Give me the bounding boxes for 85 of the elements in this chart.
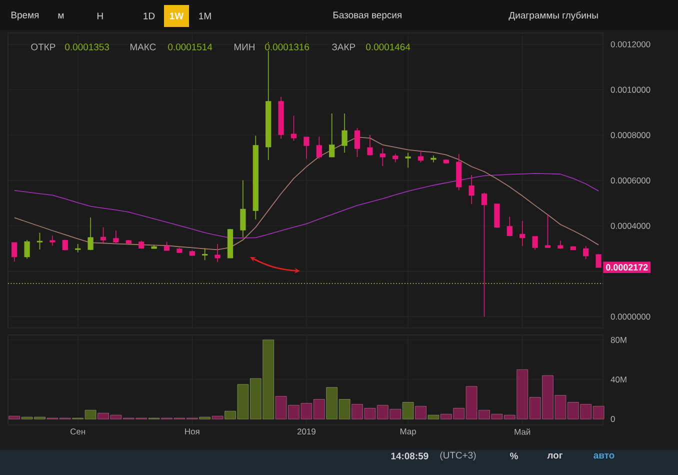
- text: 0.0002172: [606, 264, 648, 271]
- candlestick: [62, 239, 68, 251]
- annotation: МИН: [234, 44, 254, 50]
- candlestick: [252, 135, 258, 220]
- bar: [415, 406, 426, 420]
- text: 1D: [144, 12, 155, 20]
- y-tick-label: 0.0004000: [610, 222, 650, 229]
- candlestick: [583, 246, 589, 260]
- y-tick-label: 0.0010000: [610, 86, 650, 93]
- y-tick-label: 0.0006000: [610, 177, 650, 184]
- text: Время: [11, 12, 39, 20]
- candlestick: [430, 155, 436, 163]
- candlestick: [405, 152, 411, 168]
- bar: [402, 402, 414, 420]
- candlestick: [12, 242, 18, 262]
- candlestick: [138, 240, 144, 250]
- candlestick: [544, 214, 551, 248]
- x-tick-label: Сен: [70, 428, 86, 434]
- candlestick: [506, 216, 512, 237]
- text: м: [58, 13, 64, 18]
- candlestick: [151, 244, 157, 249]
- candlestick: [481, 192, 488, 318]
- text: Диаграммы глубины: [508, 12, 598, 20]
- annotation: 0.0001514: [168, 44, 212, 50]
- candlestick: [227, 228, 234, 258]
- annotation: ЗАКР: [332, 44, 356, 50]
- bar: [8, 416, 20, 420]
- y-tick-label: 0.0000000: [610, 314, 650, 320]
- text: 1M: [199, 12, 211, 20]
- text: %: [510, 452, 518, 460]
- y-tick-label: 40M: [610, 376, 626, 382]
- text: Базовая версия: [333, 12, 402, 20]
- candlestick: [189, 250, 195, 256]
- candlestick: [290, 115, 297, 142]
- text: 1W: [170, 12, 184, 20]
- candlestick: [214, 244, 220, 263]
- candlestick: [50, 235, 56, 246]
- text: лог: [547, 453, 563, 459]
- candlestick: [113, 230, 119, 244]
- annotation: ОТКР: [31, 44, 56, 50]
- annotation: МАКС: [130, 44, 156, 50]
- candlestick: [367, 134, 373, 156]
- x-tick-label: 2019: [297, 428, 316, 434]
- candlestick: [100, 226, 106, 244]
- y-tick-label: 80M: [610, 336, 626, 343]
- candlestick: [532, 236, 538, 250]
- candlestick: [316, 136, 322, 160]
- candlestick: [380, 148, 386, 166]
- text: Н: [97, 12, 103, 20]
- annotation: 0.0001353: [65, 44, 110, 50]
- x-tick-label: Май: [514, 428, 530, 435]
- candlestick: [176, 248, 182, 254]
- candlestick: [278, 96, 284, 140]
- x-tick-label: Ноя: [185, 428, 200, 434]
- annotation: 0.0001464: [366, 44, 410, 50]
- candlestick: [558, 240, 564, 250]
- y-tick-label: 0.0008000: [610, 132, 650, 138]
- y-tick-label: 0.0012000: [610, 41, 650, 48]
- bar: [212, 416, 224, 420]
- candlestick: [494, 203, 500, 228]
- candlestick: [418, 150, 424, 163]
- text: (UTC+3): [440, 452, 476, 460]
- candlestick: [88, 217, 94, 251]
- candlestick: [304, 136, 310, 160]
- candlestick: [240, 180, 246, 238]
- candlestick: [456, 154, 462, 191]
- candlestick: [24, 240, 30, 260]
- candlestick: [36, 232, 43, 250]
- candlestick: [126, 240, 132, 244]
- candlestick: [75, 244, 81, 253]
- annotation: 0.0001316: [265, 44, 310, 50]
- candlestick: [520, 220, 526, 246]
- candlestick: [468, 174, 474, 204]
- candlestick: [342, 113, 348, 153]
- y-tick-label: 0: [610, 416, 615, 422]
- text: авто: [594, 453, 614, 459]
- candlestick: [329, 113, 335, 158]
- candlestick: [354, 128, 360, 158]
- bar: [428, 414, 440, 420]
- candlestick: [443, 158, 449, 164]
- candlestick: [392, 154, 398, 163]
- text: 14:08:59: [391, 452, 428, 460]
- x-tick-label: Мар: [400, 428, 416, 436]
- candlestick: [202, 248, 208, 261]
- candlestick: [164, 241, 170, 252]
